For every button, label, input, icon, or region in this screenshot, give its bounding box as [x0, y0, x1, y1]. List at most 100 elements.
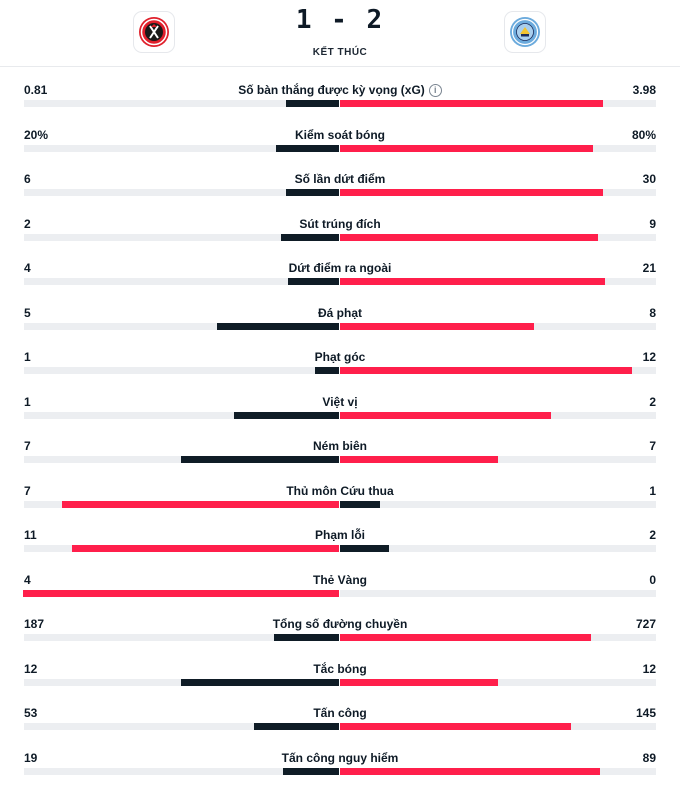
stat-row: 1 Phạt góc 12 — [0, 350, 680, 394]
home-stat-bar — [276, 144, 339, 152]
away-stat-bar — [340, 545, 389, 552]
stat-row: 2 Sút trúng đích 9 — [0, 217, 680, 261]
stat-label-text: Số lần dứt điểm — [294, 172, 386, 186]
stat-label-text: Thẻ Vàng — [312, 572, 367, 587]
home-stat-bar — [72, 545, 339, 552]
stat-label: Tấn công — [0, 706, 680, 720]
away-stat-value: 0 — [649, 572, 656, 587]
stat-row: 7 Thủ môn Cứu thua 1 — [0, 484, 680, 528]
away-stat-value: 2 — [649, 394, 656, 409]
home-stat-bar — [181, 456, 339, 463]
home-stat-bar — [288, 278, 339, 285]
match-score: 1 - 2 — [295, 5, 385, 35]
stat-bar-center-divider — [339, 189, 340, 196]
away-stat-value: 3.98 — [632, 83, 656, 97]
home-stat-bar — [286, 100, 339, 107]
stat-label-text: Phạt góc — [314, 350, 366, 364]
stat-row: 5 Đá phạt 8 — [0, 306, 680, 350]
stat-label-text: Tổng số đường chuyền — [272, 617, 408, 631]
stat-label: Ném biên — [0, 439, 680, 453]
stat-label: Đá phạt — [0, 306, 680, 320]
home-stat-value: 19 — [24, 750, 38, 765]
stat-label-text: Đá phạt — [317, 305, 362, 320]
away-stat-value: 89 — [642, 750, 656, 765]
stat-label: Kiểm soát bóng — [0, 128, 680, 142]
away-stat-bar — [340, 500, 380, 508]
stat-label-text: Số bàn thắng được kỳ vọng (xG) — [238, 83, 425, 97]
home-stat-value: 0.81 — [24, 83, 48, 97]
sheffield-united-crest-icon — [139, 17, 169, 47]
stat-label-text: Việt vị — [322, 394, 358, 409]
stat-row: 19 Tấn công nguy hiểm 89 — [0, 751, 680, 790]
away-stat-bar — [340, 411, 551, 419]
match-status: KẾT THÚC — [312, 47, 368, 58]
manchester-city-crest-icon — [510, 17, 540, 47]
home-stat-value: 6 — [24, 172, 31, 186]
home-stat-bar — [286, 189, 339, 196]
away-stat-bar — [340, 767, 600, 775]
home-stat-bar — [254, 723, 339, 730]
stat-label-text: Sút trúng đích — [299, 216, 381, 231]
away-stat-value: 12 — [642, 350, 656, 364]
stat-label: Sút trúng đích — [0, 217, 680, 231]
home-stat-value: 20% — [24, 127, 49, 142]
stat-row: 12 Tắc bóng 12 — [0, 662, 680, 706]
home-stat-value: 2 — [24, 216, 31, 231]
stat-label-text: Tắc bóng — [313, 661, 367, 676]
home-stat-bar — [217, 322, 339, 330]
away-stat-bar — [340, 322, 534, 330]
away-stat-bar — [340, 367, 632, 374]
stat-row: 4 Thẻ Vàng 0 — [0, 573, 680, 617]
away-team-logo[interactable] — [505, 12, 545, 52]
home-stat-value: 7 — [24, 439, 31, 453]
stat-bar-center-divider — [339, 634, 340, 641]
stat-bar-center-divider — [339, 278, 340, 285]
away-stat-bar — [340, 634, 591, 641]
stat-bar-center-divider — [339, 100, 340, 107]
stat-label: Thẻ Vàng — [0, 573, 680, 587]
stat-row: 20% Kiểm soát bóng 80% — [0, 128, 680, 172]
stat-row: 11 Phạm lỗi 2 — [0, 528, 680, 572]
stat-label: Việt vị — [0, 395, 680, 409]
away-stat-value: 2 — [649, 528, 656, 542]
home-stat-value: 1 — [24, 350, 31, 364]
stat-label-text: Tấn công nguy hiểm — [281, 750, 399, 765]
stat-label: Tắc bóng — [0, 662, 680, 676]
stat-label: Tổng số đường chuyền — [0, 617, 680, 631]
home-stat-value: 187 — [24, 617, 45, 631]
stat-row: 7 Ném biên 7 — [0, 439, 680, 483]
stat-bar-center-divider — [339, 723, 340, 730]
away-stat-value: 21 — [642, 261, 656, 275]
stat-bar-center-divider — [339, 233, 340, 241]
stat-bar-track — [24, 589, 656, 597]
away-stat-bar — [340, 233, 598, 241]
away-stat-bar — [340, 144, 593, 152]
stat-bar-center-divider — [339, 144, 340, 152]
stat-label-text: Tấn công — [313, 706, 367, 720]
stat-bar-center-divider — [339, 322, 340, 330]
home-stat-bar — [23, 589, 339, 597]
away-stat-value: 80% — [631, 127, 656, 142]
stat-bar-center-divider — [339, 411, 340, 419]
home-stat-value: 1 — [24, 394, 31, 409]
home-stat-value: 53 — [24, 706, 38, 720]
info-icon[interactable]: i — [428, 84, 442, 97]
stat-row: 0.81 Số bàn thắng được kỳ vọng (xG) i 3.98 — [0, 83, 680, 127]
stat-label: Dứt điểm ra ngoài — [0, 261, 680, 275]
away-stat-bar — [340, 189, 603, 196]
away-stat-value: 8 — [649, 305, 656, 320]
home-stat-value: 4 — [24, 261, 31, 275]
away-stat-value: 727 — [635, 617, 656, 631]
home-team-logo[interactable] — [134, 12, 174, 52]
away-stat-value: 12 — [642, 661, 656, 676]
away-stat-bar — [340, 456, 498, 463]
stat-bar-center-divider — [339, 767, 340, 775]
stat-label-text: Ném biên — [312, 439, 367, 453]
away-stat-value: 9 — [649, 216, 656, 231]
home-stat-bar — [234, 411, 339, 419]
away-stat-value: 145 — [635, 706, 656, 720]
stat-label: Thủ môn Cứu thua — [0, 484, 680, 498]
away-stat-value: 1 — [649, 483, 656, 498]
home-stat-value: 4 — [24, 572, 31, 587]
stat-row: 6 Số lần dứt điểm 30 — [0, 172, 680, 216]
